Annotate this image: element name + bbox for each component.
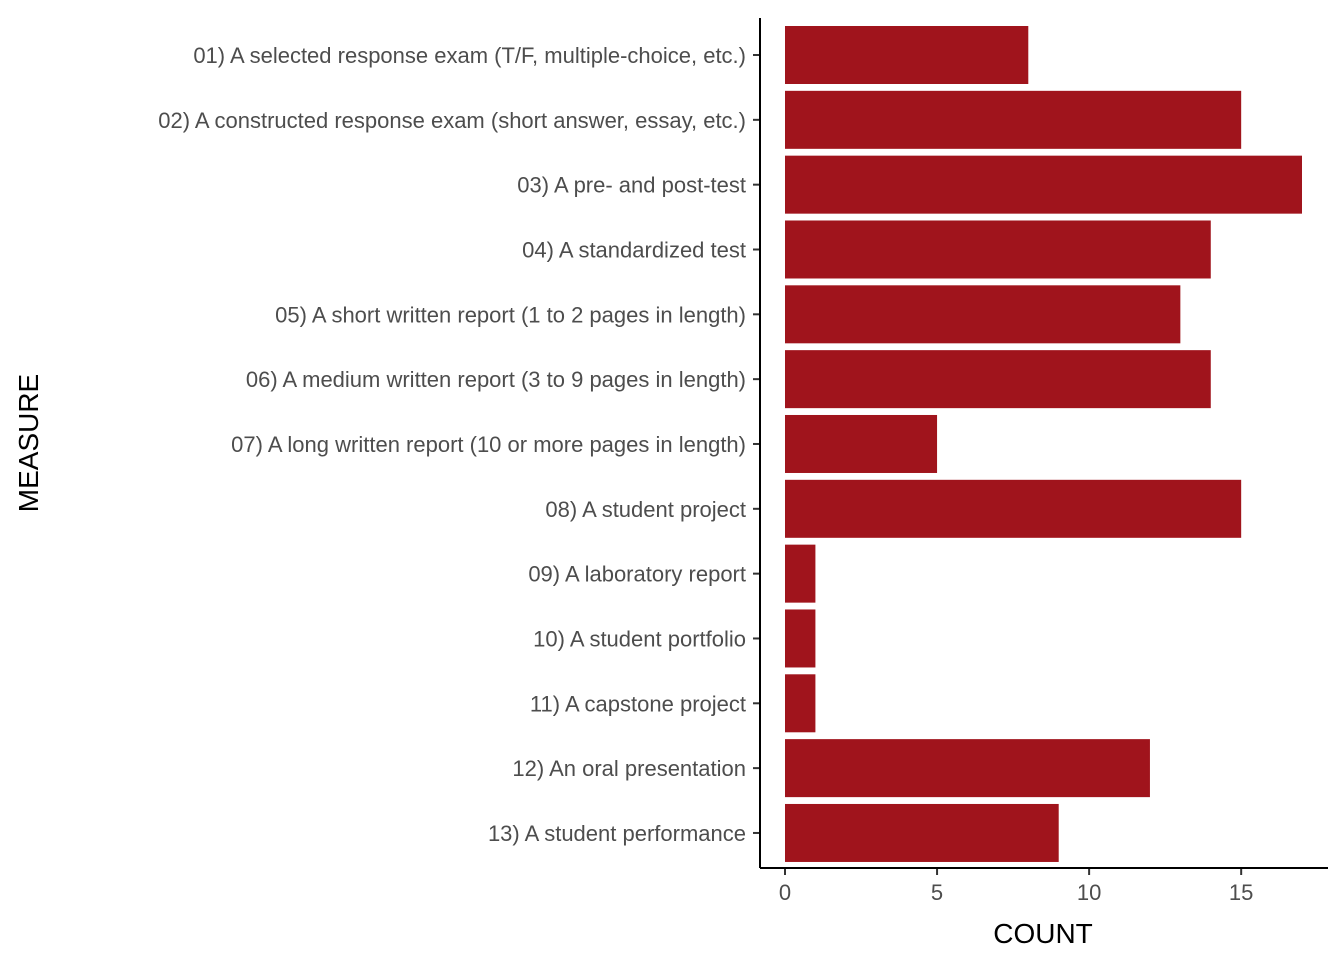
bar <box>785 350 1211 409</box>
bar <box>785 220 1211 279</box>
category-label: 01) A selected response exam (T/F, multi… <box>193 43 746 68</box>
bar <box>785 544 816 603</box>
bar <box>785 26 1029 84</box>
x-tick-label: 0 <box>779 880 791 905</box>
bar <box>785 479 1242 538</box>
category-label: 10) A student portfolio <box>533 626 746 651</box>
bar <box>785 155 1302 214</box>
x-ticks: 0 5 10 15 <box>779 868 1253 905</box>
bar <box>785 739 1150 798</box>
bar <box>785 803 1059 862</box>
category-labels: 01) A selected response exam (T/F, multi… <box>158 43 760 846</box>
category-label: 02) A constructed response exam (short a… <box>158 108 746 133</box>
bar <box>785 674 816 733</box>
x-tick-label: 15 <box>1229 880 1253 905</box>
x-tick-label: 5 <box>931 880 943 905</box>
category-label: 13) A student performance <box>488 821 746 846</box>
category-label: 12) An oral presentation <box>512 756 746 781</box>
category-label: 06) A medium written report (3 to 9 page… <box>246 367 746 392</box>
category-label: 08) A student project <box>545 497 746 522</box>
bars <box>785 26 1302 862</box>
category-label: 09) A laboratory report <box>528 562 746 587</box>
y-axis-title: MEASURE <box>13 374 44 512</box>
bar <box>785 90 1242 149</box>
bar <box>785 285 1181 344</box>
x-axis-title: COUNT <box>993 918 1093 949</box>
category-label: 11) A capstone project <box>530 691 746 716</box>
category-label: 07) A long written report (10 or more pa… <box>231 432 746 457</box>
category-label: 03) A pre- and post-test <box>517 173 746 198</box>
bar <box>785 609 816 668</box>
bar <box>785 414 938 473</box>
category-label: 04) A standardized test <box>522 237 746 262</box>
category-label: 05) A short written report (1 to 2 pages… <box>275 302 746 327</box>
x-tick-label: 10 <box>1077 880 1101 905</box>
